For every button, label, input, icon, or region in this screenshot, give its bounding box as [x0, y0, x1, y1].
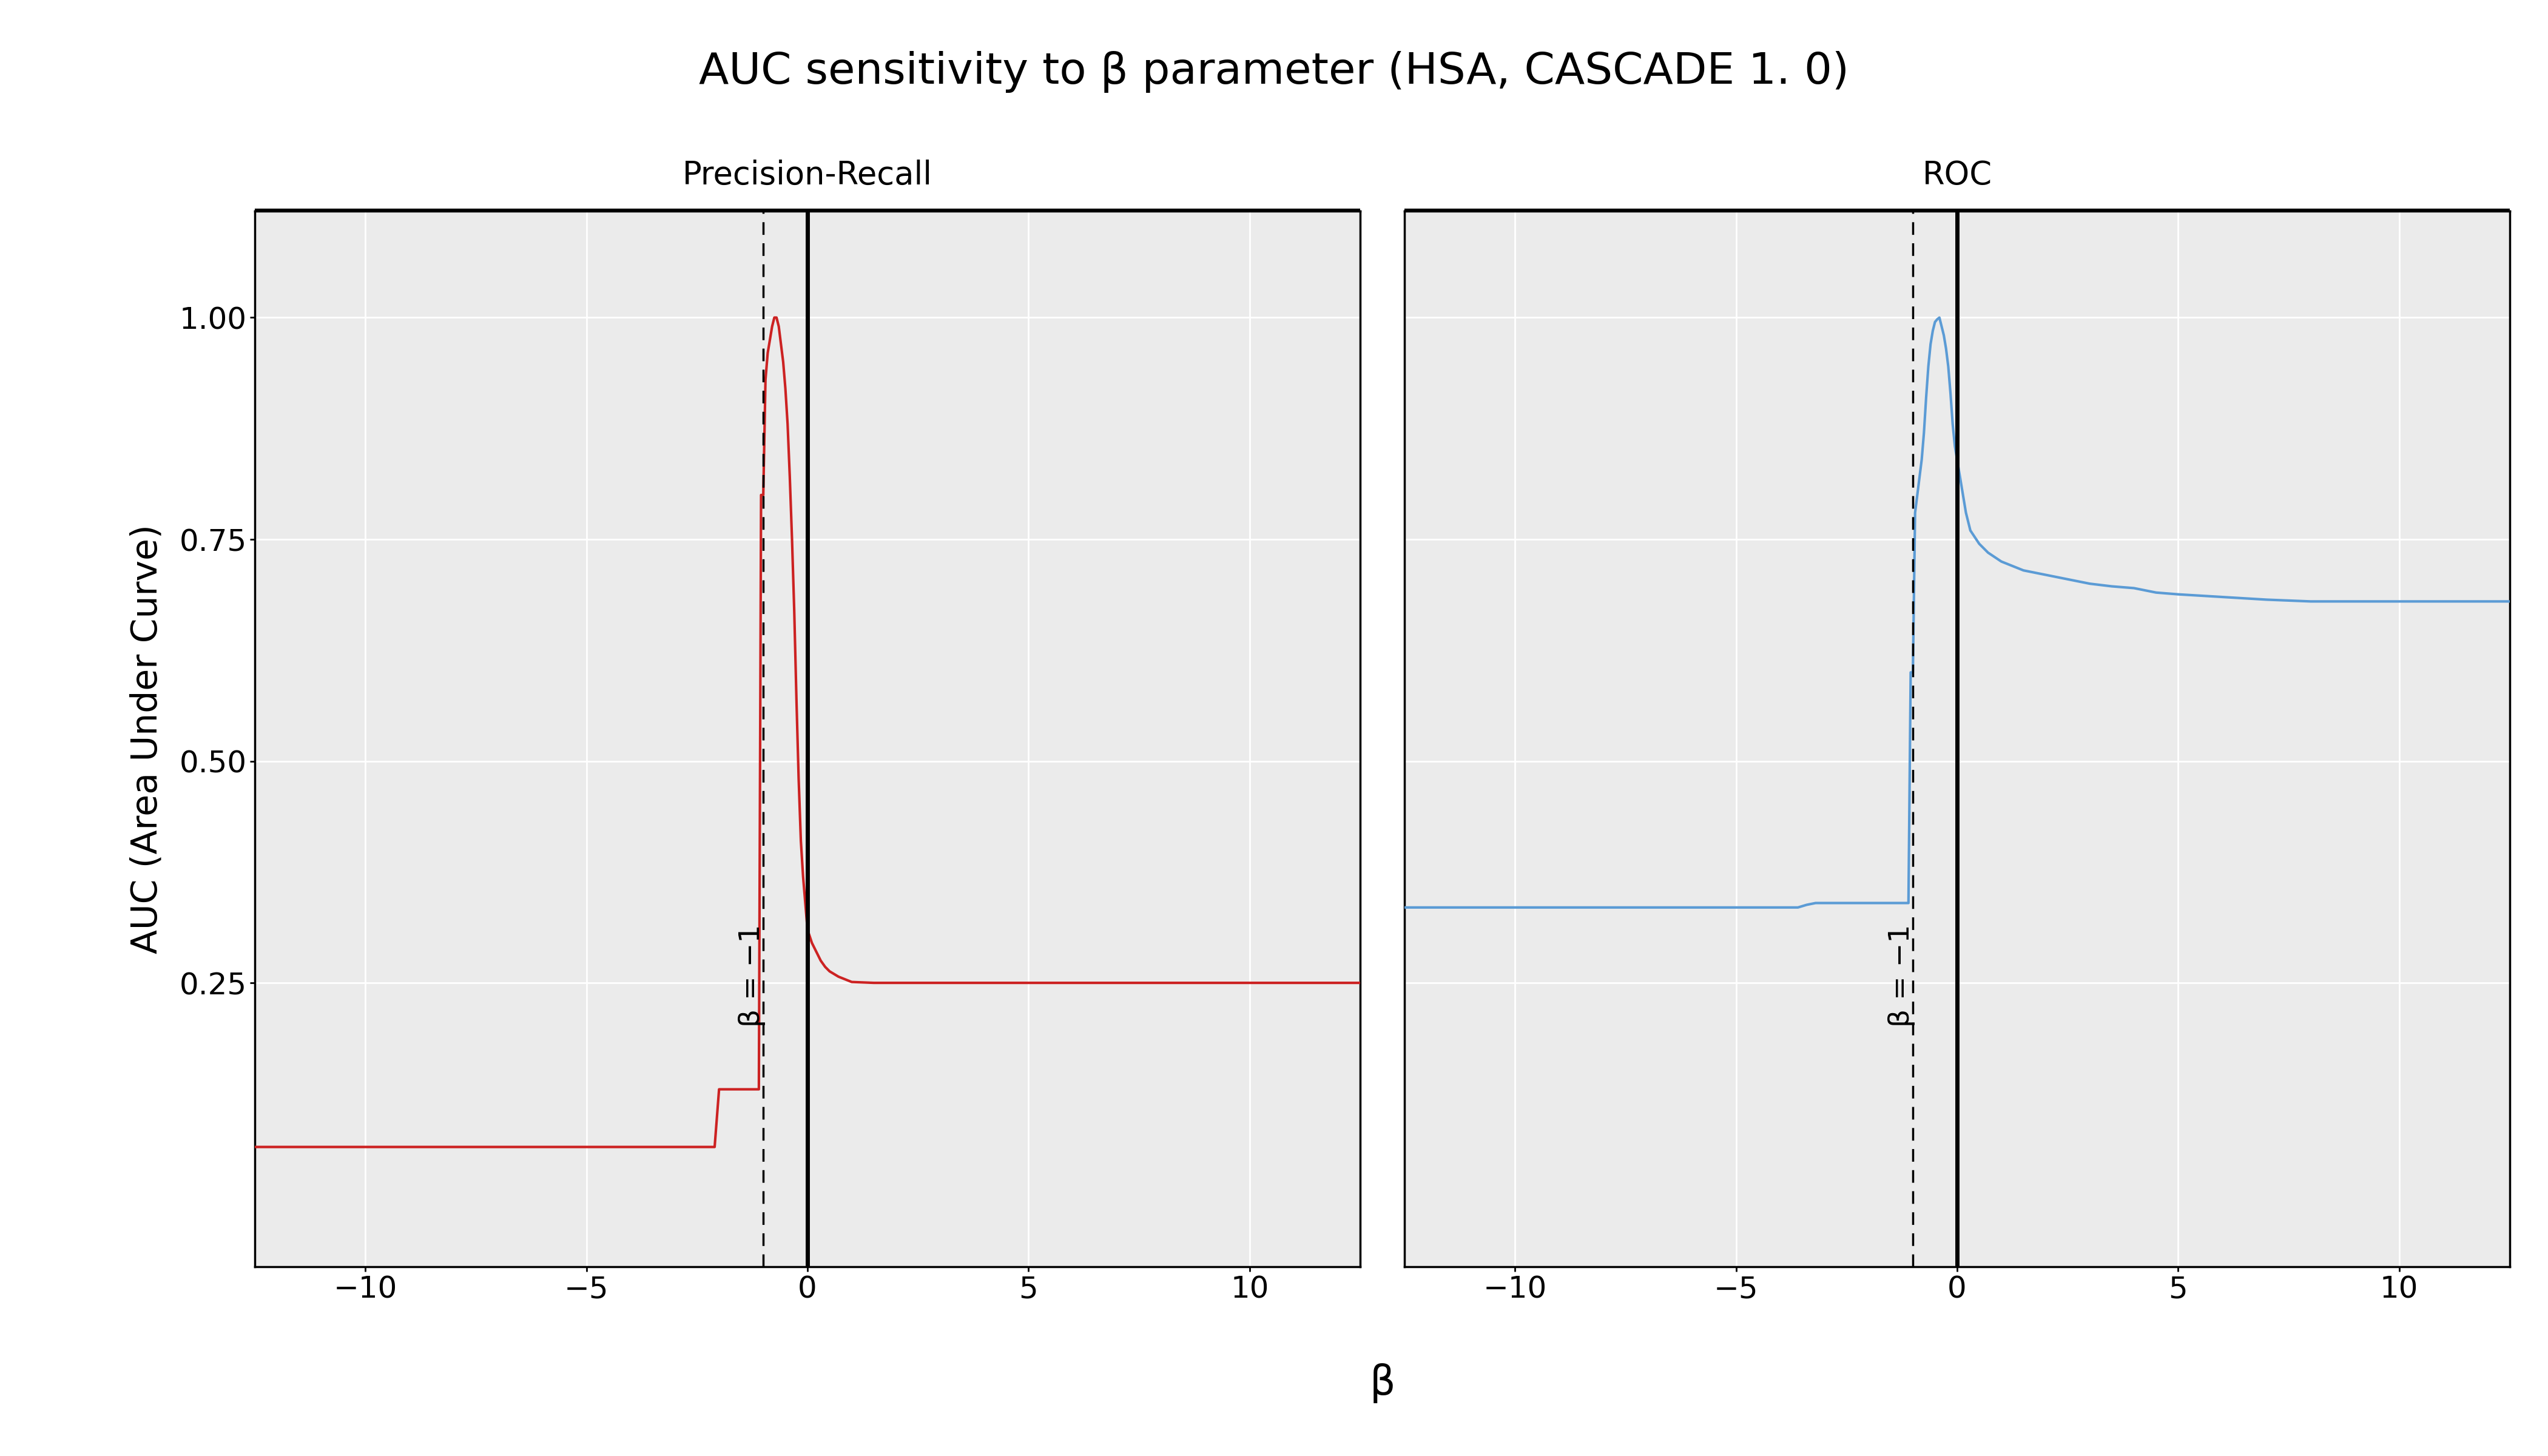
Text: Precision-Recall: Precision-Recall [683, 159, 933, 191]
Text: β = −1: β = −1 [739, 925, 767, 1028]
Text: ROC: ROC [1921, 159, 1993, 191]
Y-axis label: AUC (Area Under Curve): AUC (Area Under Curve) [130, 524, 163, 954]
Text: β = −1: β = −1 [1888, 925, 1916, 1028]
Text: AUC sensitivity to β parameter (HSA, CASCADE 1. 0): AUC sensitivity to β parameter (HSA, CAS… [698, 51, 1850, 93]
Text: β: β [1368, 1363, 1396, 1404]
